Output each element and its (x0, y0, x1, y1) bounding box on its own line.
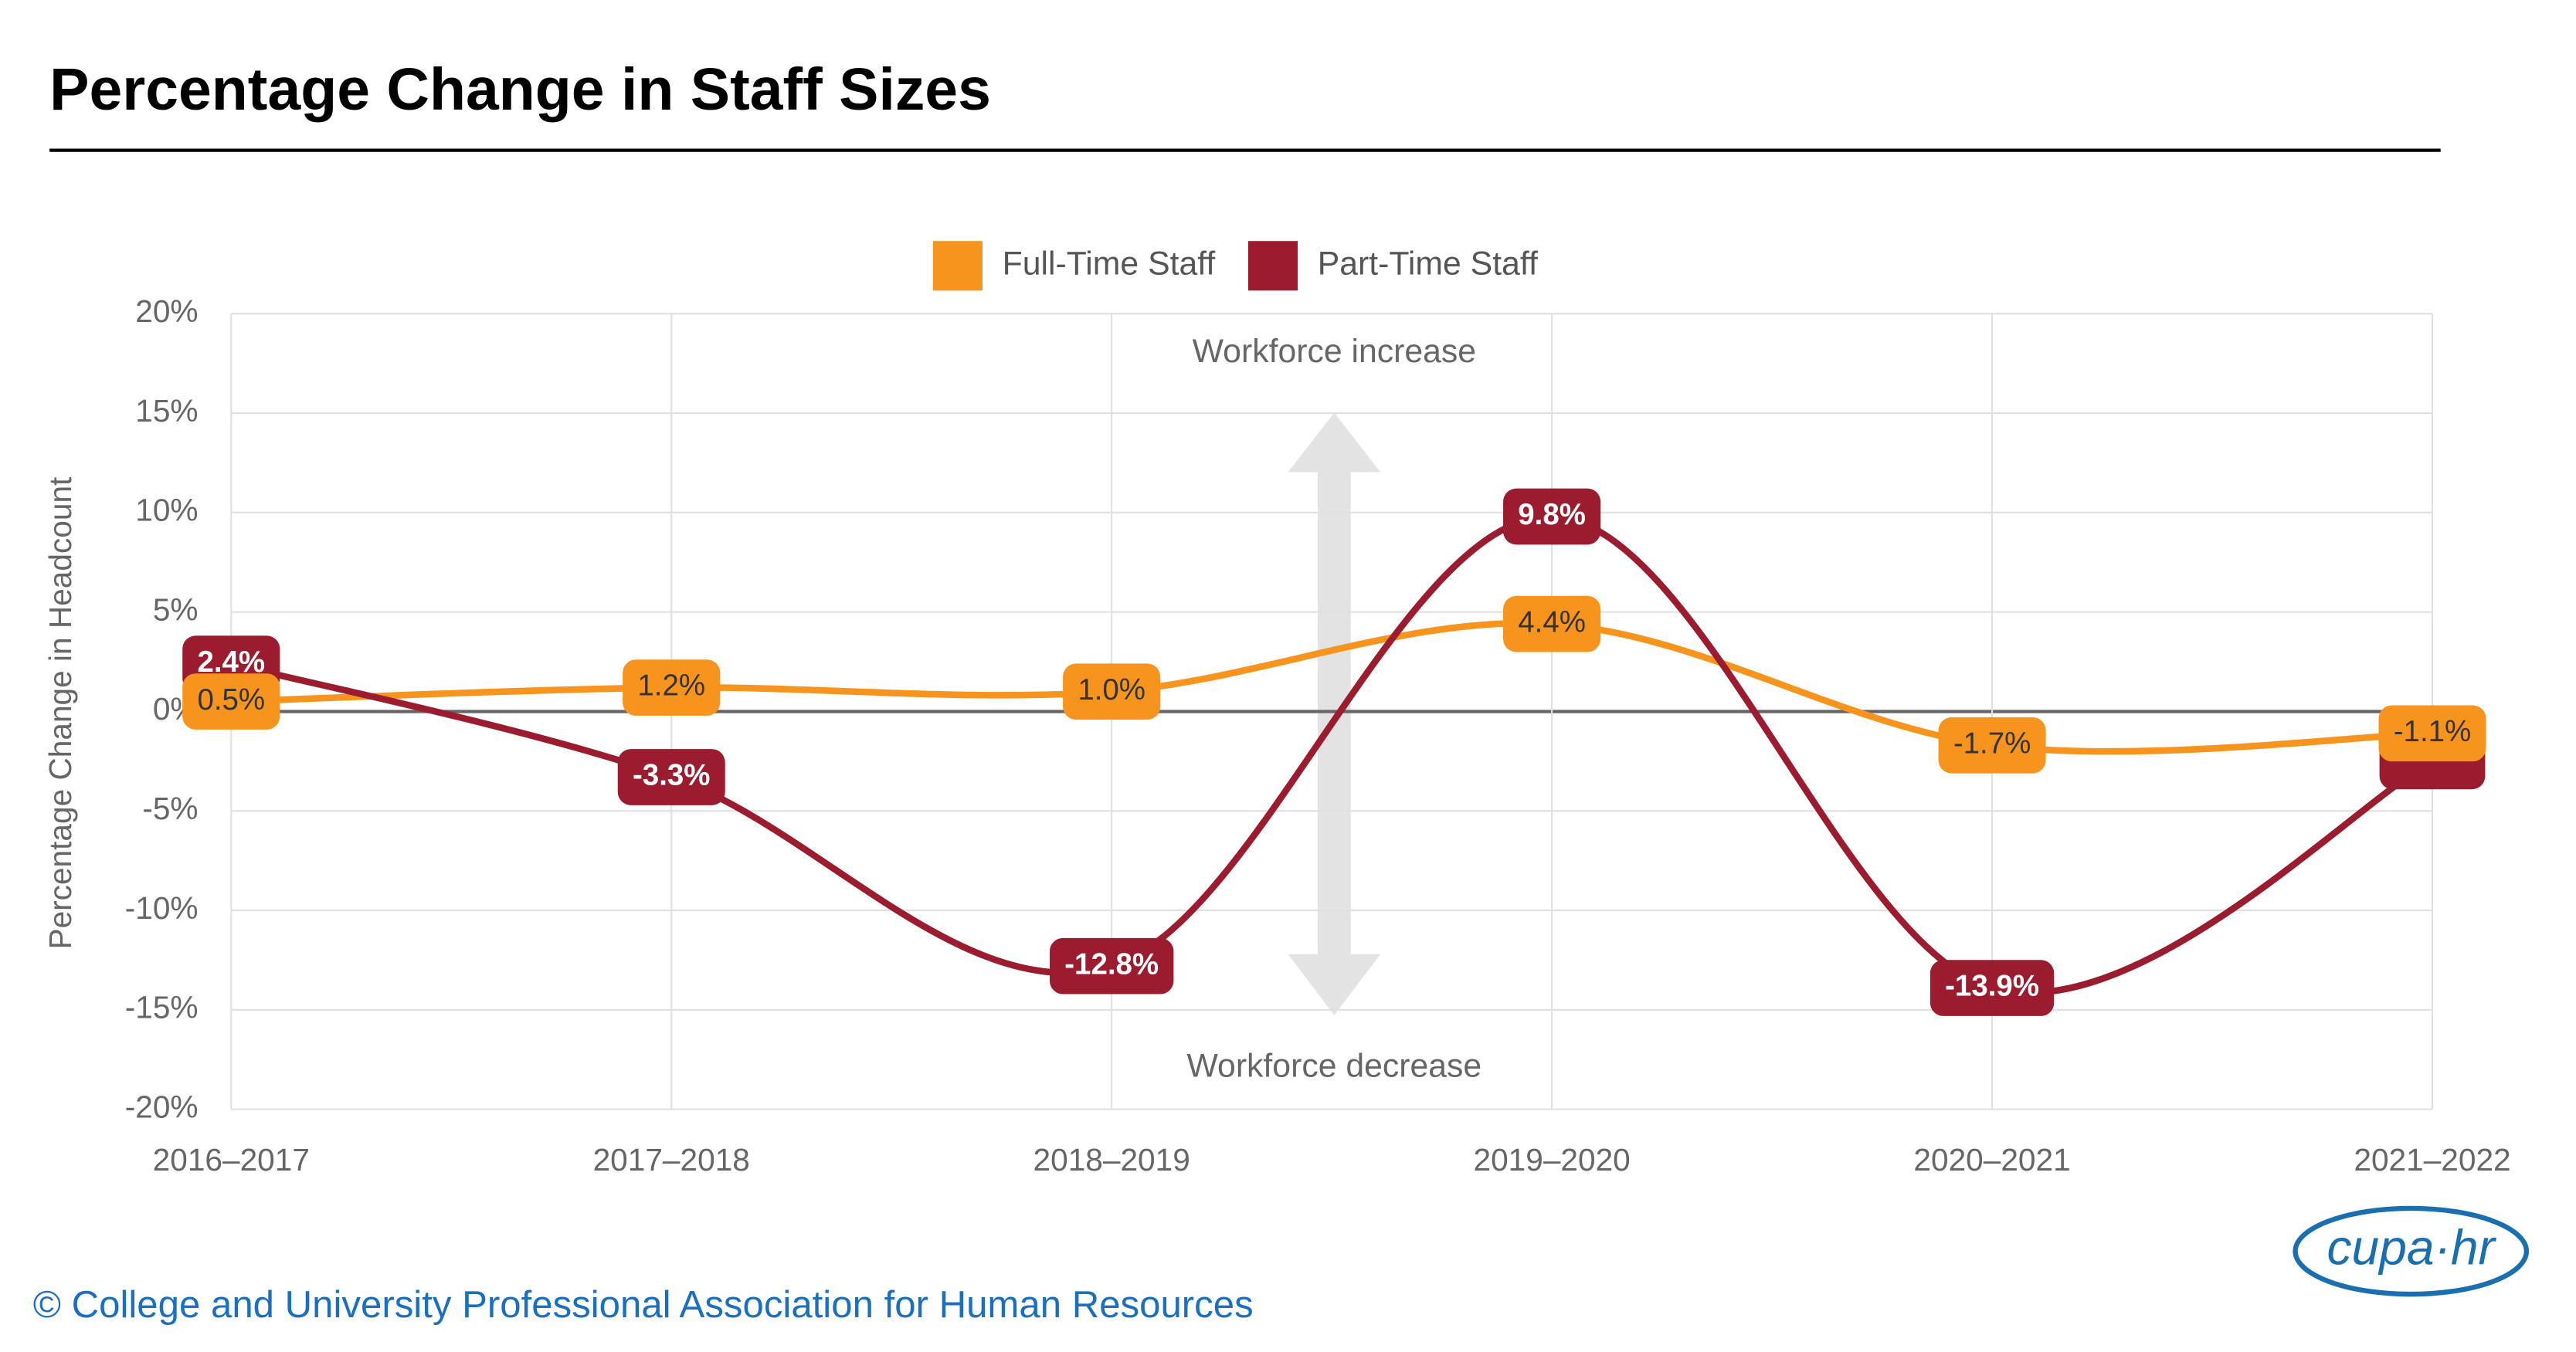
logo-ring (2293, 1205, 2530, 1297)
value-label: 1.0% (1078, 673, 1145, 706)
legend-label: Part-Time Staff (1318, 246, 1538, 283)
label-box (623, 659, 721, 716)
source: © College and University Professional As… (33, 1283, 1254, 1326)
label-box (1938, 717, 2046, 774)
data-label: 4.4% (1503, 595, 1601, 652)
data-label: -1.7% (1938, 717, 2046, 774)
legend-swatch (1247, 241, 1298, 291)
label-box (617, 749, 725, 805)
value-label: -13.9% (1945, 970, 2039, 1003)
label-box (2378, 705, 2486, 762)
data-label: -13.9% (1929, 960, 2055, 1016)
label-box (1049, 937, 1174, 995)
data-label: 0.5% (182, 673, 280, 730)
label-box (1503, 488, 1601, 545)
data-label: -12.8% (1049, 937, 1174, 995)
y-tick-label: 5% (153, 591, 199, 627)
y-tick-label: -5% (142, 791, 198, 826)
value-label: -1.1% (2394, 715, 2472, 748)
label-box (182, 673, 280, 730)
x-tick-label: 2019–2020 (1473, 1142, 1630, 1177)
y-tick-label: 20% (135, 293, 198, 329)
value-label: 1.2% (637, 669, 705, 703)
direction-arrow (1288, 412, 1381, 1015)
series-line (231, 619, 2433, 755)
annotation: Workforce increase (1193, 333, 1476, 370)
x-tick-label: 2020–2021 (1913, 1142, 2070, 1177)
x-tick-label: 2016–2017 (153, 1142, 310, 1177)
y-tick-label: 10% (135, 493, 198, 528)
x-tick-label: 2017–2018 (593, 1142, 750, 1177)
y-tick-label: -10% (125, 890, 199, 926)
y-tick-label: -15% (125, 990, 199, 1025)
y-axis-label: Percentage Change in Headcount (42, 477, 78, 950)
value-label: 4.4% (1518, 605, 1586, 639)
chart-title: Percentage Change in Staff Sizes (49, 56, 991, 123)
data-label: -1.1% (2378, 705, 2486, 762)
label-box (1063, 663, 1161, 720)
data-label: 1.0% (1063, 663, 1161, 720)
x-tick-label: 2021–2022 (2354, 1142, 2510, 1177)
value-label: 0.5% (197, 683, 265, 717)
value-label: -1.7% (1953, 727, 2031, 760)
value-label: 9.8% (1518, 498, 1586, 531)
y-tick-label: -20% (125, 1089, 199, 1124)
value-label: 2.4% (197, 646, 265, 679)
value-label: -3.3% (633, 759, 711, 792)
legend-label: Full-Time Staff (1003, 246, 1216, 283)
data-label: 1.2% (623, 659, 721, 716)
legend-swatch (932, 241, 983, 291)
value-label: -12.8% (1064, 947, 1159, 981)
annotation: Workforce decrease (1186, 1048, 1481, 1085)
logo: cupa·hr (2327, 1219, 2496, 1275)
x-tick-label: 2018–2019 (1033, 1142, 1190, 1177)
label-box (1929, 960, 2055, 1016)
data-label: 9.8% (1503, 488, 1601, 545)
label-box (1503, 595, 1601, 652)
data-label: -3.3% (617, 749, 725, 805)
y-tick-label: 15% (135, 393, 198, 429)
